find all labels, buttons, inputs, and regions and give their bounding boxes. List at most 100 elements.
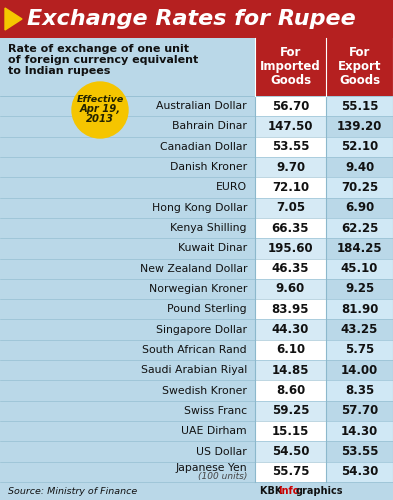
- Bar: [0, 258, 255, 279]
- Text: 44.30: 44.30: [272, 323, 309, 336]
- Bar: [255, 320, 326, 340]
- Bar: [255, 400, 326, 421]
- Text: to Indian rupees: to Indian rupees: [8, 66, 110, 76]
- Bar: [255, 157, 326, 178]
- Bar: [255, 38, 393, 96]
- Text: 43.25: 43.25: [341, 323, 378, 336]
- Bar: [255, 380, 326, 400]
- Text: 2013: 2013: [86, 114, 114, 124]
- Bar: [0, 178, 255, 198]
- Text: Kenya Shilling: Kenya Shilling: [171, 223, 247, 233]
- Bar: [255, 198, 326, 218]
- Bar: [326, 360, 393, 380]
- Bar: [255, 421, 326, 442]
- Bar: [255, 299, 326, 320]
- Bar: [0, 238, 255, 258]
- Bar: [255, 218, 326, 238]
- Bar: [326, 400, 393, 421]
- Bar: [255, 279, 326, 299]
- Text: Norwegian Kroner: Norwegian Kroner: [149, 284, 247, 294]
- Text: For: For: [349, 46, 370, 59]
- Bar: [0, 380, 255, 400]
- Text: Info: Info: [278, 486, 299, 496]
- Text: 83.95: 83.95: [272, 303, 309, 316]
- Bar: [255, 462, 326, 482]
- Bar: [326, 258, 393, 279]
- Text: 9.40: 9.40: [345, 160, 374, 173]
- Text: Export: Export: [338, 60, 381, 73]
- Bar: [255, 442, 326, 462]
- Text: 53.55: 53.55: [341, 445, 378, 458]
- Bar: [0, 462, 255, 482]
- Text: 184.25: 184.25: [337, 242, 382, 255]
- Text: Pound Sterling: Pound Sterling: [167, 304, 247, 314]
- Text: of foreign currency equivalent: of foreign currency equivalent: [8, 55, 198, 65]
- Text: 7.05: 7.05: [276, 201, 305, 214]
- Text: 9.25: 9.25: [345, 282, 374, 296]
- Text: 72.10: 72.10: [272, 181, 309, 194]
- Polygon shape: [5, 8, 22, 30]
- Text: Goods: Goods: [339, 74, 380, 87]
- Bar: [326, 340, 393, 360]
- Text: KBK: KBK: [260, 486, 286, 496]
- Text: Goods: Goods: [270, 74, 311, 87]
- Bar: [0, 340, 255, 360]
- Text: 55.75: 55.75: [272, 466, 309, 478]
- Text: 9.70: 9.70: [276, 160, 305, 173]
- Text: 8.35: 8.35: [345, 384, 374, 397]
- Bar: [0, 116, 255, 136]
- Bar: [0, 198, 255, 218]
- Text: 8.60: 8.60: [276, 384, 305, 397]
- Text: 54.30: 54.30: [341, 466, 378, 478]
- Text: UAE Dirham: UAE Dirham: [182, 426, 247, 436]
- Text: US Dollar: US Dollar: [196, 446, 247, 456]
- Bar: [255, 96, 326, 116]
- Text: (100 units): (100 units): [198, 472, 247, 482]
- Bar: [326, 116, 393, 136]
- Bar: [255, 360, 326, 380]
- Text: Saudi Arabian Riyal: Saudi Arabian Riyal: [141, 366, 247, 376]
- Circle shape: [72, 82, 128, 138]
- Bar: [326, 462, 393, 482]
- Text: 46.35: 46.35: [272, 262, 309, 275]
- Text: 53.55: 53.55: [272, 140, 309, 153]
- Bar: [326, 178, 393, 198]
- Bar: [326, 238, 393, 258]
- Bar: [326, 320, 393, 340]
- Text: 52.10: 52.10: [341, 140, 378, 153]
- Text: New Zealand Dollar: New Zealand Dollar: [140, 264, 247, 274]
- Bar: [326, 218, 393, 238]
- Text: 147.50: 147.50: [268, 120, 313, 133]
- Text: 70.25: 70.25: [341, 181, 378, 194]
- Text: 9.60: 9.60: [276, 282, 305, 296]
- Text: 15.15: 15.15: [272, 424, 309, 438]
- Text: Canadian Dollar: Canadian Dollar: [160, 142, 247, 152]
- Text: South African Rand: South African Rand: [142, 345, 247, 355]
- Text: 195.60: 195.60: [268, 242, 313, 255]
- Text: Bahrain Dinar: Bahrain Dinar: [172, 122, 247, 132]
- Bar: [0, 360, 255, 380]
- Bar: [0, 279, 255, 299]
- Bar: [326, 136, 393, 157]
- Text: 55.15: 55.15: [341, 100, 378, 112]
- Text: 66.35: 66.35: [272, 222, 309, 234]
- Text: 81.90: 81.90: [341, 303, 378, 316]
- Bar: [326, 299, 393, 320]
- Text: 57.70: 57.70: [341, 404, 378, 417]
- Bar: [0, 0, 393, 38]
- Bar: [326, 157, 393, 178]
- Text: 139.20: 139.20: [337, 120, 382, 133]
- Text: Source: Ministry of Finance: Source: Ministry of Finance: [8, 486, 137, 496]
- Text: Danish Kroner: Danish Kroner: [170, 162, 247, 172]
- Bar: [255, 238, 326, 258]
- Bar: [0, 96, 255, 116]
- Text: 14.85: 14.85: [272, 364, 309, 377]
- Bar: [255, 178, 326, 198]
- Text: 6.10: 6.10: [276, 344, 305, 356]
- Bar: [326, 279, 393, 299]
- Bar: [326, 96, 393, 116]
- Text: Kuwait Dinar: Kuwait Dinar: [178, 244, 247, 254]
- Bar: [0, 421, 255, 442]
- Text: Imported: Imported: [260, 60, 321, 73]
- Bar: [0, 299, 255, 320]
